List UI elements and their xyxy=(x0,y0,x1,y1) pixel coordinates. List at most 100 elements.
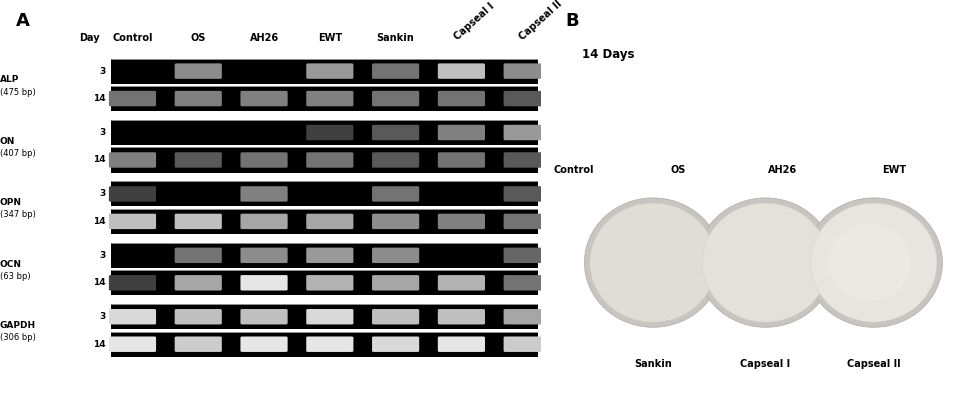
FancyBboxPatch shape xyxy=(306,248,353,263)
FancyBboxPatch shape xyxy=(437,152,485,168)
Bar xyxy=(111,86,538,111)
Bar xyxy=(111,304,538,329)
FancyBboxPatch shape xyxy=(372,186,419,202)
Ellipse shape xyxy=(585,198,722,327)
FancyBboxPatch shape xyxy=(503,309,551,324)
Text: OS: OS xyxy=(671,165,686,175)
Text: Day: Day xyxy=(78,34,100,43)
Text: (306 bp): (306 bp) xyxy=(0,333,35,342)
Text: Capseal I: Capseal I xyxy=(741,359,790,368)
FancyBboxPatch shape xyxy=(109,152,156,168)
FancyBboxPatch shape xyxy=(306,275,353,290)
FancyBboxPatch shape xyxy=(175,91,222,106)
Text: (407 bp): (407 bp) xyxy=(0,149,35,158)
FancyBboxPatch shape xyxy=(306,91,353,106)
FancyBboxPatch shape xyxy=(503,91,551,106)
FancyBboxPatch shape xyxy=(240,214,288,229)
Text: (63 bp): (63 bp) xyxy=(0,272,31,281)
FancyBboxPatch shape xyxy=(306,309,353,324)
FancyBboxPatch shape xyxy=(109,309,156,324)
FancyBboxPatch shape xyxy=(109,91,156,106)
Text: Control: Control xyxy=(554,165,594,175)
FancyBboxPatch shape xyxy=(437,275,485,290)
FancyBboxPatch shape xyxy=(437,309,485,324)
Text: 14: 14 xyxy=(93,217,105,226)
Text: 14: 14 xyxy=(93,94,105,103)
FancyBboxPatch shape xyxy=(437,63,485,79)
Text: OPN: OPN xyxy=(0,198,22,207)
FancyBboxPatch shape xyxy=(372,63,419,79)
Text: 14: 14 xyxy=(93,278,105,287)
FancyBboxPatch shape xyxy=(240,337,288,352)
FancyBboxPatch shape xyxy=(175,248,222,263)
FancyBboxPatch shape xyxy=(437,214,485,229)
FancyBboxPatch shape xyxy=(240,152,288,168)
Text: AH26: AH26 xyxy=(250,34,278,43)
FancyBboxPatch shape xyxy=(372,152,419,168)
FancyBboxPatch shape xyxy=(240,309,288,324)
Text: AH26: AH26 xyxy=(768,165,797,175)
FancyBboxPatch shape xyxy=(175,309,222,324)
FancyBboxPatch shape xyxy=(306,125,353,140)
FancyBboxPatch shape xyxy=(306,63,353,79)
Bar xyxy=(111,332,538,357)
FancyBboxPatch shape xyxy=(503,248,551,263)
Text: A: A xyxy=(16,12,30,30)
FancyBboxPatch shape xyxy=(503,337,551,352)
Text: OCN: OCN xyxy=(0,260,22,269)
FancyBboxPatch shape xyxy=(372,125,419,140)
Text: Capseal II: Capseal II xyxy=(518,0,565,42)
FancyBboxPatch shape xyxy=(109,337,156,352)
Ellipse shape xyxy=(811,203,937,322)
Text: (475 bp): (475 bp) xyxy=(0,88,35,97)
FancyBboxPatch shape xyxy=(240,186,288,202)
FancyBboxPatch shape xyxy=(175,214,222,229)
Text: EWT: EWT xyxy=(318,34,342,43)
Bar xyxy=(111,181,538,206)
Bar xyxy=(111,243,538,268)
FancyBboxPatch shape xyxy=(372,214,419,229)
FancyBboxPatch shape xyxy=(175,337,222,352)
FancyBboxPatch shape xyxy=(503,214,551,229)
Ellipse shape xyxy=(702,203,829,322)
Text: 3: 3 xyxy=(100,312,105,321)
Text: B: B xyxy=(566,12,579,30)
FancyBboxPatch shape xyxy=(240,248,288,263)
Bar xyxy=(111,209,538,234)
Text: 14: 14 xyxy=(93,340,105,349)
FancyBboxPatch shape xyxy=(503,186,551,202)
FancyBboxPatch shape xyxy=(372,275,419,290)
Ellipse shape xyxy=(805,198,943,327)
Text: Capseal I: Capseal I xyxy=(452,2,496,42)
FancyBboxPatch shape xyxy=(240,275,288,290)
FancyBboxPatch shape xyxy=(175,152,222,168)
Ellipse shape xyxy=(590,203,716,322)
Text: 3: 3 xyxy=(100,67,105,76)
Text: Sankin: Sankin xyxy=(634,359,672,368)
FancyBboxPatch shape xyxy=(503,125,551,140)
Text: Control: Control xyxy=(112,34,153,43)
FancyBboxPatch shape xyxy=(109,214,156,229)
Text: GAPDH: GAPDH xyxy=(0,321,36,330)
Text: OS: OS xyxy=(190,34,206,43)
Bar xyxy=(111,270,538,295)
Text: Sankin: Sankin xyxy=(377,34,414,43)
FancyBboxPatch shape xyxy=(306,214,353,229)
FancyBboxPatch shape xyxy=(372,91,419,106)
Text: 14: 14 xyxy=(93,156,105,164)
FancyBboxPatch shape xyxy=(437,337,485,352)
FancyBboxPatch shape xyxy=(372,248,419,263)
Bar xyxy=(111,120,538,145)
FancyBboxPatch shape xyxy=(306,152,353,168)
FancyBboxPatch shape xyxy=(503,152,551,168)
FancyBboxPatch shape xyxy=(240,91,288,106)
Text: ON: ON xyxy=(0,137,15,146)
FancyBboxPatch shape xyxy=(503,275,551,290)
FancyBboxPatch shape xyxy=(109,186,156,202)
Text: Capseal II: Capseal II xyxy=(847,359,901,368)
FancyBboxPatch shape xyxy=(175,63,222,79)
Bar xyxy=(111,59,538,84)
Text: 14 Days: 14 Days xyxy=(582,48,634,61)
FancyBboxPatch shape xyxy=(372,337,419,352)
Text: EWT: EWT xyxy=(882,165,906,175)
